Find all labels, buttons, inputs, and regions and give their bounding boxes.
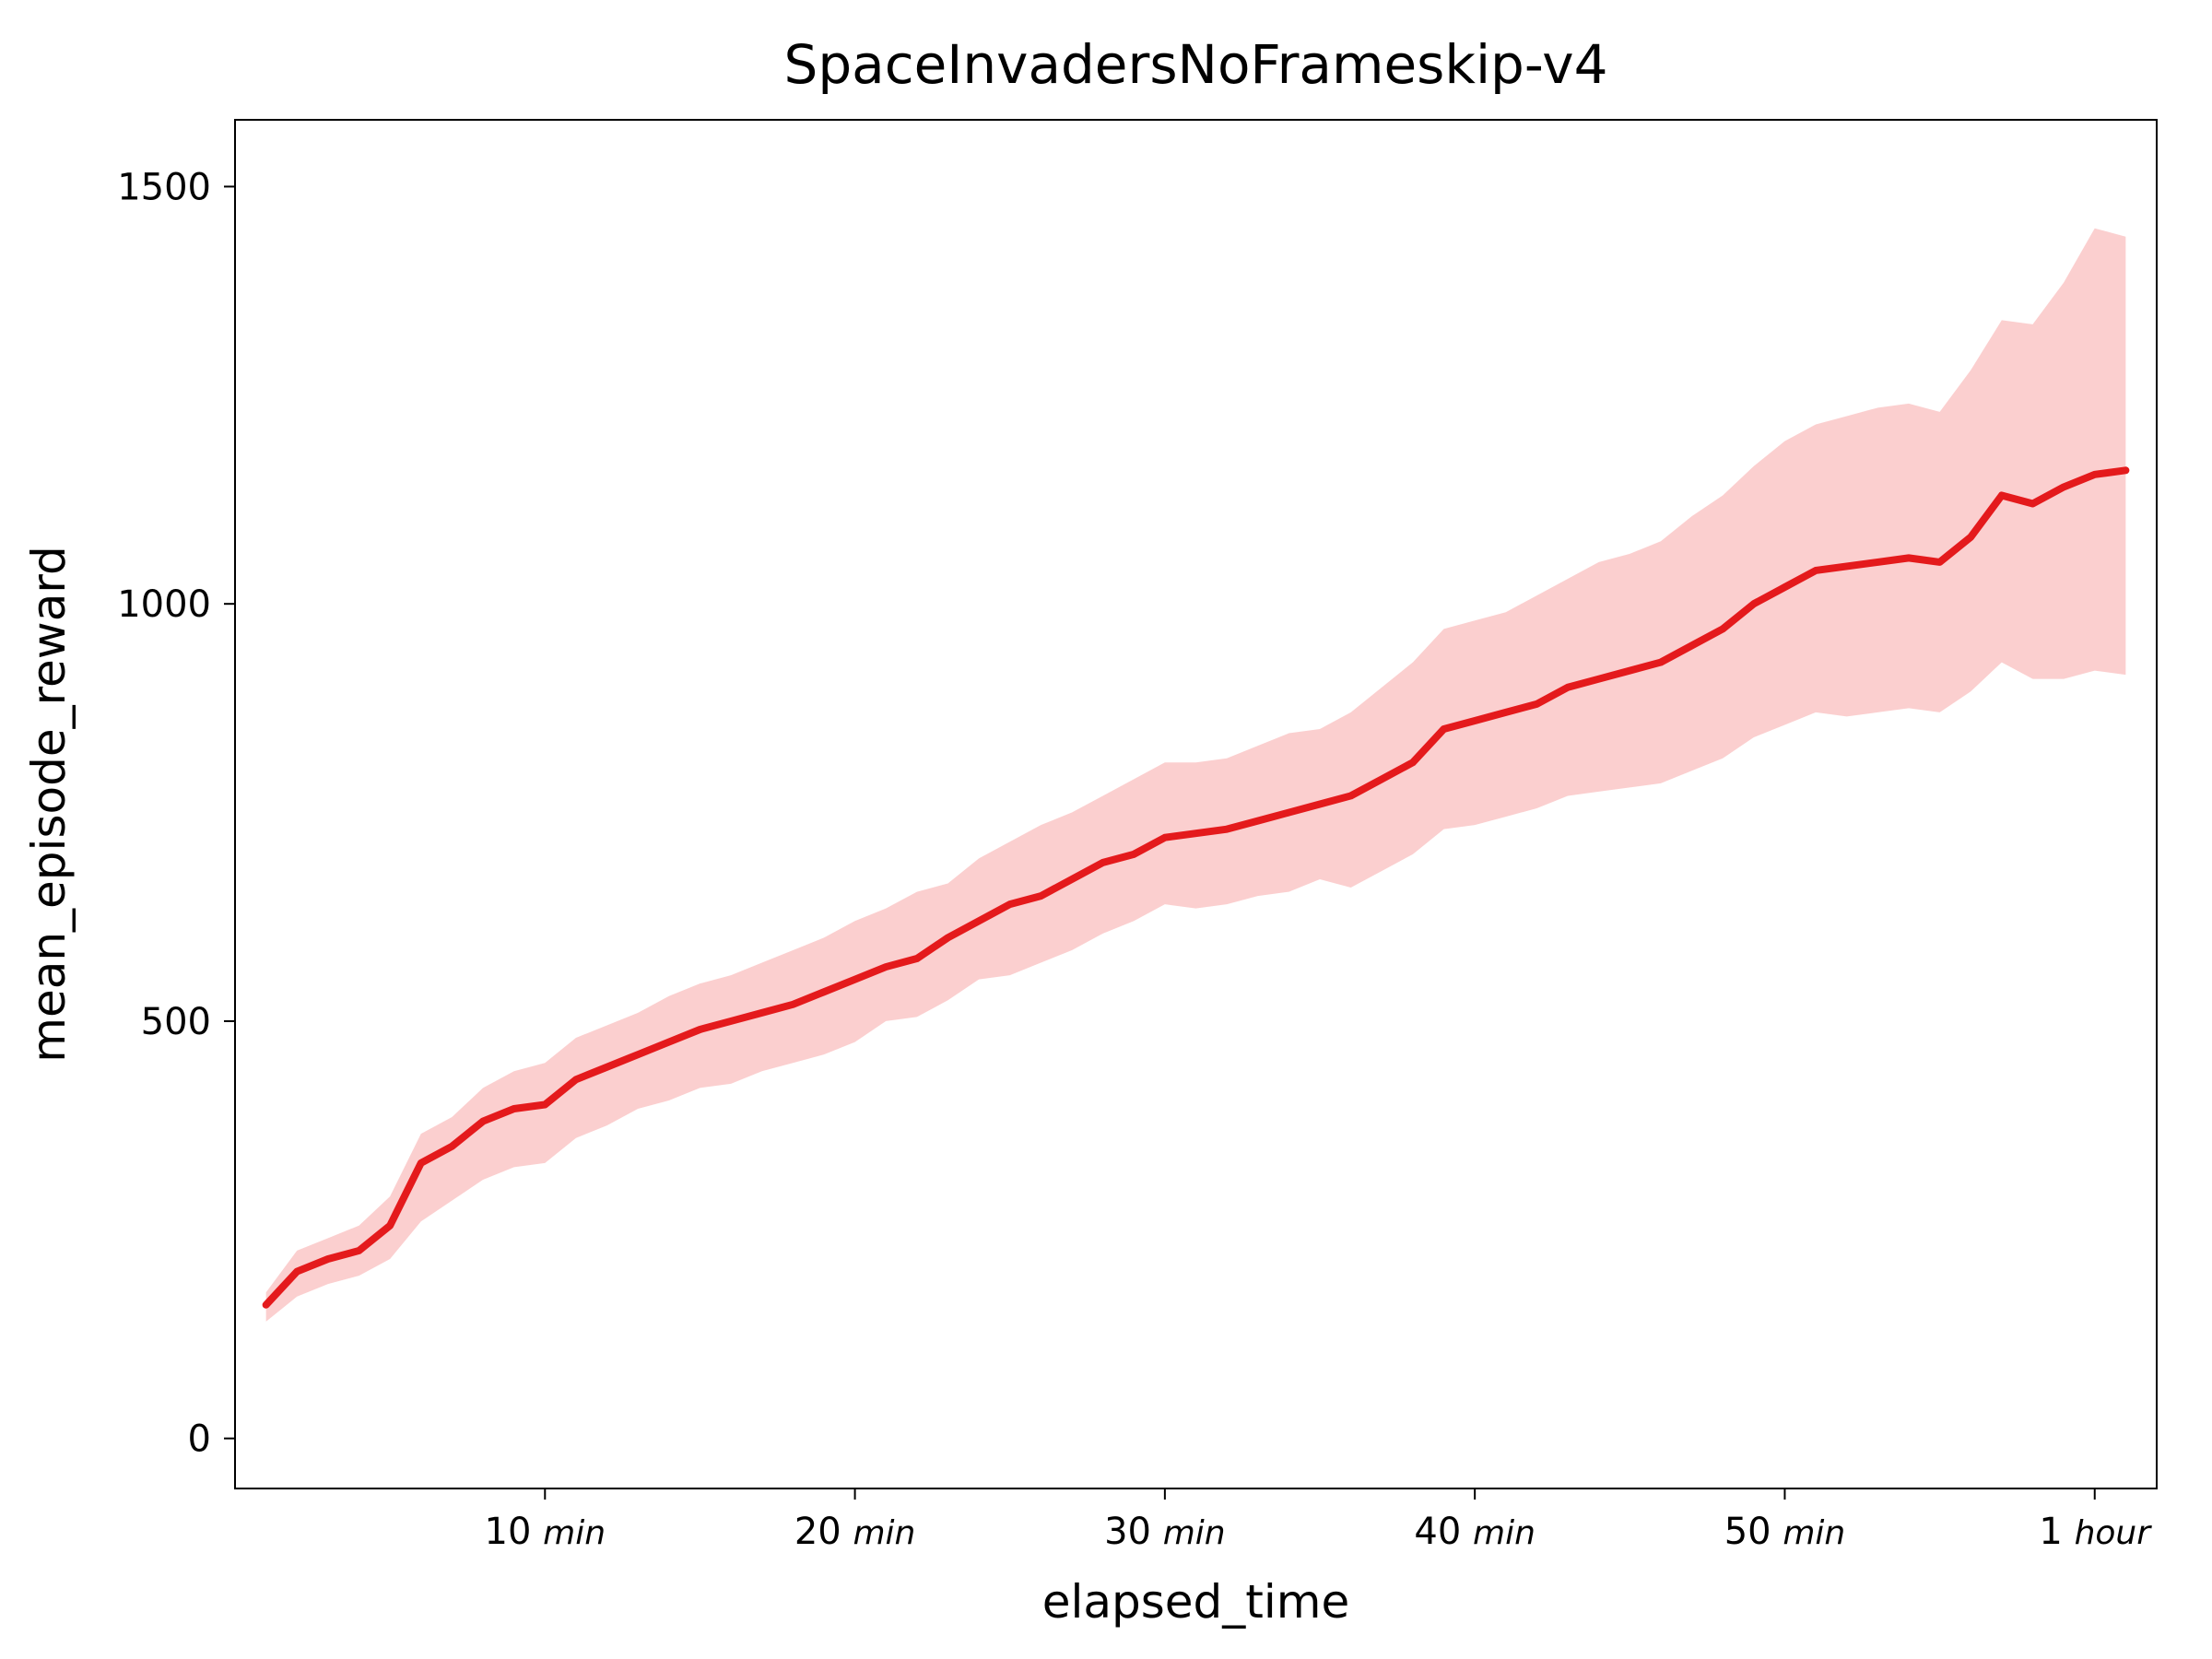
x-tick-label: 30 min [1104,1511,1226,1553]
x-tick-label: 1 hour [2039,1511,2152,1553]
x-tick-label: 50 min [1724,1511,1846,1553]
x-ticks: 10 min 20 min 30 min 40 min 50 min 1 hour [485,1488,2153,1553]
y-ticks: 0 500 1000 1500 [117,166,235,1460]
chart-container: 10 min 20 min 30 min 40 min 50 min 1 hour 0 50… [0,0,2212,1659]
y-tick-label: 1500 [117,166,211,208]
chart-title: SpaceInvadersNoFrameskip-v4 [784,33,1608,96]
y-tick-label: 0 [188,1418,211,1461]
x-tick-label: 10 min [485,1511,606,1553]
x-axis-label: elapsed_time [1042,1575,1350,1629]
confidence-band [266,229,2126,1322]
y-axis-label: mean_episode_reward [22,546,76,1063]
chart-svg: 10 min 20 min 30 min 40 min 50 min 1 hour 0 50… [0,0,2212,1659]
x-tick-label: 40 min [1414,1511,1535,1553]
y-tick-label: 1000 [117,583,211,626]
y-tick-label: 500 [141,1001,211,1043]
x-tick-label: 20 min [794,1511,916,1553]
